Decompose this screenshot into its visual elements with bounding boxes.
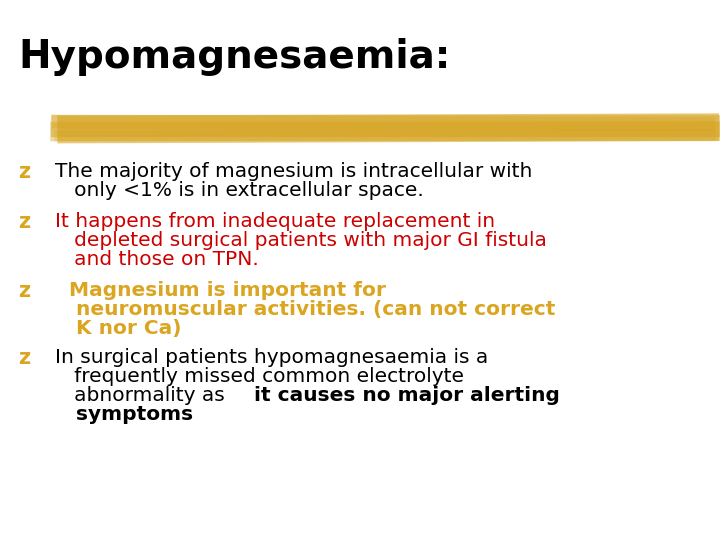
Text: depleted surgical patients with major GI fistula: depleted surgical patients with major GI… [55, 231, 547, 250]
Text: K nor Ca): K nor Ca) [55, 319, 181, 338]
Text: Hypomagnesaemia:: Hypomagnesaemia: [18, 38, 451, 76]
Text: Magnesium is important for: Magnesium is important for [55, 281, 386, 300]
Text: z: z [18, 281, 30, 301]
Text: In surgical patients hypomagnesaemia is a: In surgical patients hypomagnesaemia is … [55, 348, 488, 367]
Text: It happens from inadequate replacement in: It happens from inadequate replacement i… [55, 212, 495, 231]
Text: neuromuscular activities. (can not correct: neuromuscular activities. (can not corre… [55, 300, 555, 319]
Text: z: z [18, 162, 30, 182]
Text: it causes no major alerting: it causes no major alerting [254, 386, 560, 405]
Text: z: z [18, 348, 30, 368]
Text: frequently missed common electrolyte: frequently missed common electrolyte [55, 367, 464, 386]
Text: The majority of magnesium is intracellular with: The majority of magnesium is intracellul… [55, 162, 532, 181]
Text: and those on TPN.: and those on TPN. [55, 250, 258, 269]
Text: symptoms: symptoms [55, 405, 193, 424]
Text: abnormality as: abnormality as [55, 386, 231, 405]
Text: only <1% is in extracellular space.: only <1% is in extracellular space. [55, 181, 424, 200]
Text: z: z [18, 212, 30, 232]
